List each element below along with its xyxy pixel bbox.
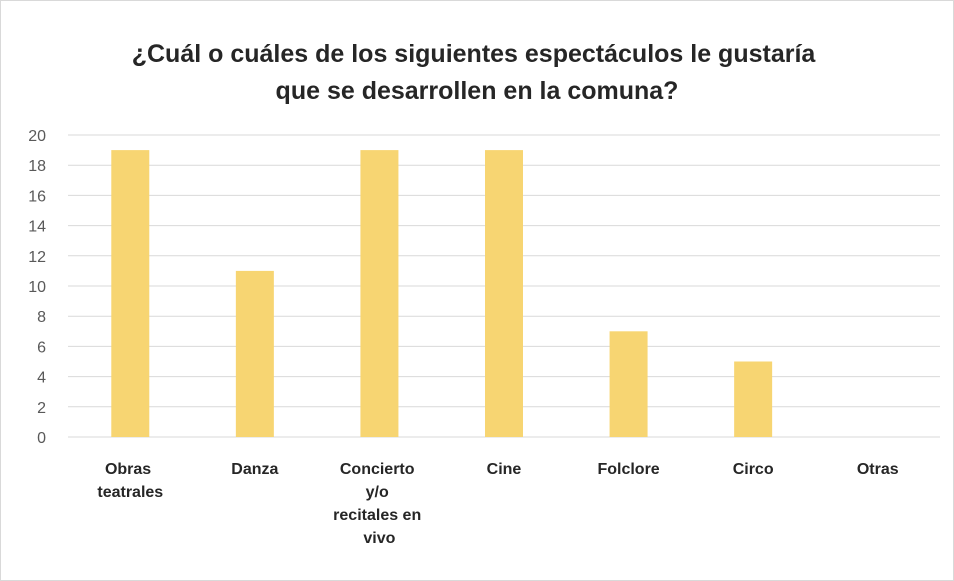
bar	[485, 150, 523, 437]
bar	[111, 150, 150, 437]
x-tick-label: Concierto y/o recitales en vivo	[333, 461, 426, 547]
y-tick-label: 2	[37, 400, 46, 417]
bar	[609, 331, 648, 437]
y-tick-label: 0	[37, 430, 46, 447]
y-tick-label: 14	[28, 219, 46, 236]
x-tick-label: Folclore	[597, 461, 659, 478]
x-tick-label: Danza	[231, 461, 278, 478]
y-tick-label: 8	[37, 309, 46, 326]
y-tick-label: 20	[28, 128, 46, 145]
y-tick-label: 10	[28, 279, 46, 296]
x-tick-label: Obras teatrales	[97, 461, 163, 501]
chart-title: ¿Cuál o cuáles de los siguientes espectá…	[132, 40, 823, 105]
y-tick-label: 16	[28, 188, 46, 205]
y-tick-label: 4	[37, 370, 46, 387]
y-tick-label: 12	[28, 249, 46, 266]
x-tick-label: Circo	[733, 461, 774, 478]
bar	[360, 150, 399, 437]
bar	[734, 361, 773, 437]
x-tick-label: Otras	[857, 461, 899, 478]
bar	[235, 270, 274, 437]
x-tick-label: Cine	[487, 461, 522, 478]
y-tick-label: 6	[37, 339, 46, 356]
y-tick-label: 18	[28, 158, 46, 175]
